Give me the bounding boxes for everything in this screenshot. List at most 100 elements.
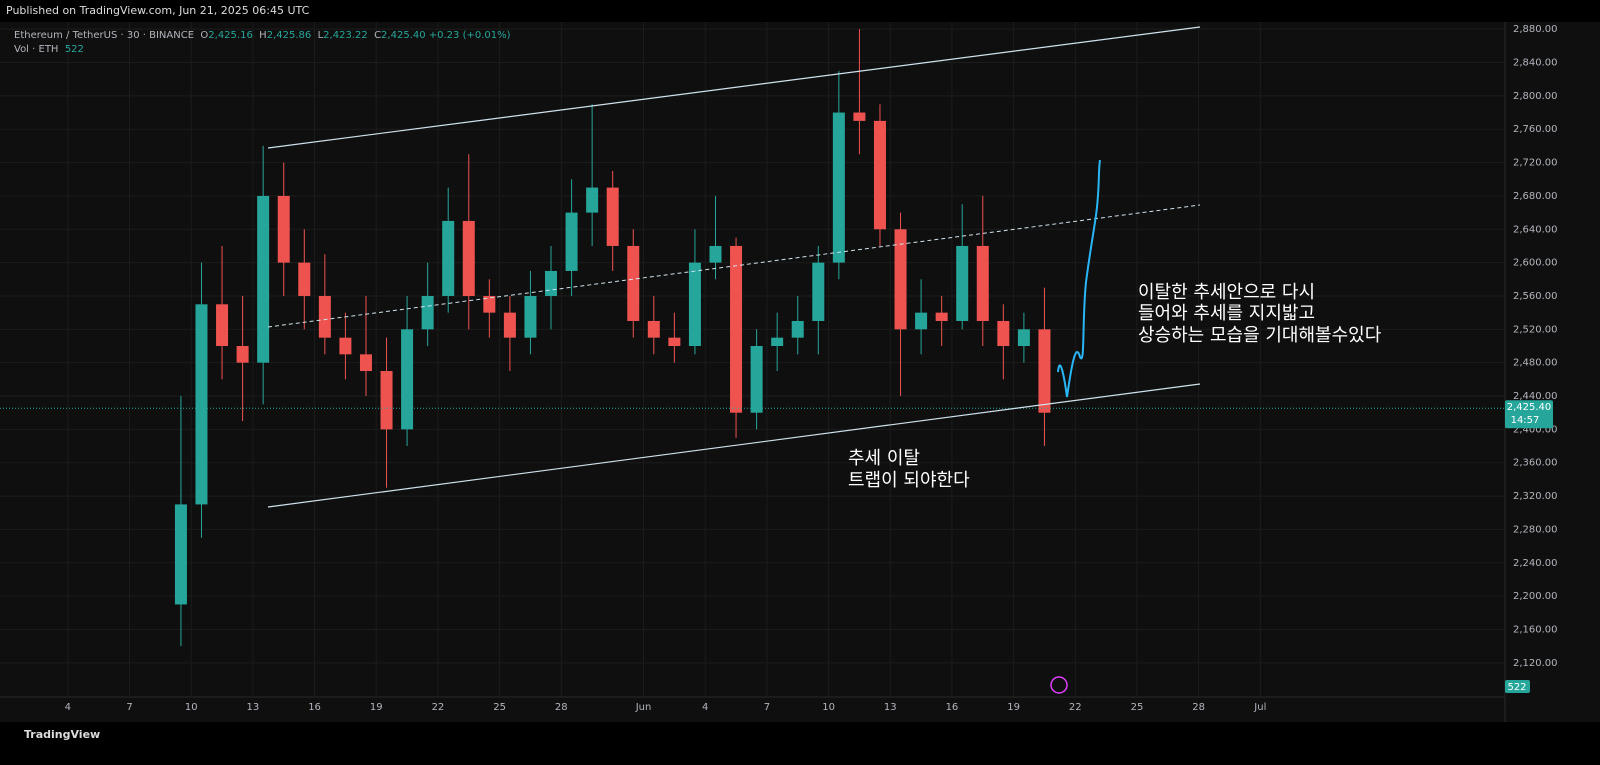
channel-bottom (267, 383, 1201, 508)
x-tick-label: 16 (946, 702, 959, 713)
annotation: 들어와 추세를 지지밟고 (1138, 303, 1315, 324)
candle-body (545, 270, 558, 296)
x-tick-label: 10 (822, 702, 835, 713)
y-tick-label: 2,720.00 (1513, 158, 1558, 169)
y-tick-label: 2,600.00 (1513, 258, 1558, 269)
x-tick-label: 22 (432, 702, 445, 713)
h-label: H (259, 30, 267, 41)
candle-body (586, 187, 599, 213)
y-tick-label: 2,320.00 (1513, 491, 1558, 502)
candle-body (236, 345, 249, 363)
price-countdown: 14:57 (1511, 415, 1540, 426)
price-tag: 2,425.40 (1507, 402, 1552, 413)
candle-body (195, 304, 208, 505)
x-tick-label: 19 (370, 702, 383, 713)
annotation: 트랩이 되야한다 (848, 470, 970, 491)
brand: TradingView (24, 728, 101, 741)
change: +0.23 (+0.01%) (428, 30, 511, 41)
price-tag-box (1505, 400, 1553, 429)
c-label: C (374, 30, 382, 41)
header: Published on TradingView.com, Jun 21, 20… (0, 0, 1600, 22)
candle-body (750, 345, 763, 413)
y-tick-label: 2,400.00 (1513, 424, 1558, 435)
x-tick-label: 28 (1192, 702, 1205, 713)
channel-top (267, 26, 1201, 149)
candle-body (257, 195, 270, 363)
y-tick-label: 2,880.00 (1513, 24, 1558, 35)
footer: TradingView (0, 722, 1600, 765)
published: Published on TradingView.com, Jun 21, 20… (6, 4, 310, 17)
marks (0, 22, 1505, 697)
x-tick-label: 22 (1069, 702, 1082, 713)
candle-body (1017, 329, 1030, 346)
projection-path (1057, 159, 1101, 398)
candle-body (277, 195, 290, 263)
x-tick-label: 7 (126, 702, 132, 713)
x-tick-label: 25 (493, 702, 506, 713)
x-tick-label: 25 (1131, 702, 1144, 713)
annotation: 상승하는 모습을 기대해볼수있다 (1138, 325, 1382, 346)
x-tick-label: Jul (1253, 702, 1266, 713)
candle-body (442, 220, 455, 296)
volume-tag: 522 (1507, 682, 1526, 693)
y-tick-label: 2,640.00 (1513, 224, 1558, 235)
candle-body (668, 337, 681, 346)
y-tick-label: 2,240.00 (1513, 558, 1558, 569)
annotation: 이탈한 추세안으로 다시 (1138, 282, 1315, 303)
candle-body (873, 120, 886, 230)
background (0, 22, 1600, 722)
candle-body (627, 245, 640, 321)
y-tick-label: 2,200.00 (1513, 591, 1558, 602)
annotation: 추세 이탈 (848, 448, 920, 469)
l-label: L (317, 30, 324, 41)
channel-mid (267, 204, 1201, 328)
candle-body (503, 312, 516, 338)
candle-body (359, 354, 372, 372)
candle-body (771, 337, 784, 346)
candle-body (915, 312, 928, 330)
x-tick-label: 10 (185, 702, 198, 713)
candle-body (1038, 329, 1051, 413)
candle-body (997, 320, 1010, 346)
candle-body (853, 112, 866, 121)
c: 2,425.40 (381, 30, 426, 41)
candle-body (339, 337, 352, 355)
candle-body (956, 245, 969, 321)
x-tick-label: 13 (247, 702, 260, 713)
y-tick-label: 2,840.00 (1513, 58, 1558, 69)
chart: 추세 이탈 트랩이 되야한다 이탈한 추세안으로 다시 들어와 추세를 지지밟고… (0, 22, 1600, 722)
candle-body (606, 187, 619, 246)
symbol: Ethereum / TetherUS · 30 · BINANCE (14, 30, 195, 41)
y-tick-label: 2,560.00 (1513, 291, 1558, 302)
candle-body (401, 329, 414, 430)
x-tick-label: 16 (308, 702, 321, 713)
candle-body (791, 320, 804, 338)
candle-body (318, 295, 331, 338)
x-tick-label: Jun (635, 702, 652, 713)
x-tick-label: 4 (702, 702, 708, 713)
vol-label: Vol · ETH (14, 44, 59, 55)
l: 2,423.22 (323, 30, 368, 41)
y-tick-label: 2,120.00 (1513, 658, 1558, 669)
legend: Ethereum / TetherUS · 30 · BINANCE O2,42… (14, 29, 511, 57)
candle-body (462, 220, 475, 296)
o-label: O (200, 30, 209, 41)
candle-body (421, 295, 434, 330)
candle-body (483, 295, 496, 313)
y-tick-label: 2,360.00 (1513, 458, 1558, 469)
candle-body (832, 112, 845, 263)
x-tick-label: 13 (884, 702, 897, 713)
legend-row: Vol · ETH 522 (14, 43, 511, 57)
event-icon[interactable] (1050, 676, 1068, 694)
o: 2,425.16 (208, 30, 253, 41)
y-tick-label: 2,800.00 (1513, 91, 1558, 102)
x-tick-label: 4 (65, 702, 71, 713)
candle-body (647, 320, 660, 338)
x-tick-label: 19 (1007, 702, 1020, 713)
candle-body (298, 262, 311, 296)
candle-body (565, 212, 578, 271)
y-tick-label: 2,520.00 (1513, 324, 1558, 335)
h: 2,425.86 (266, 30, 312, 41)
legend-row: Ethereum / TetherUS · 30 · BINANCE O2,42… (14, 29, 511, 43)
candle-body (216, 304, 229, 346)
